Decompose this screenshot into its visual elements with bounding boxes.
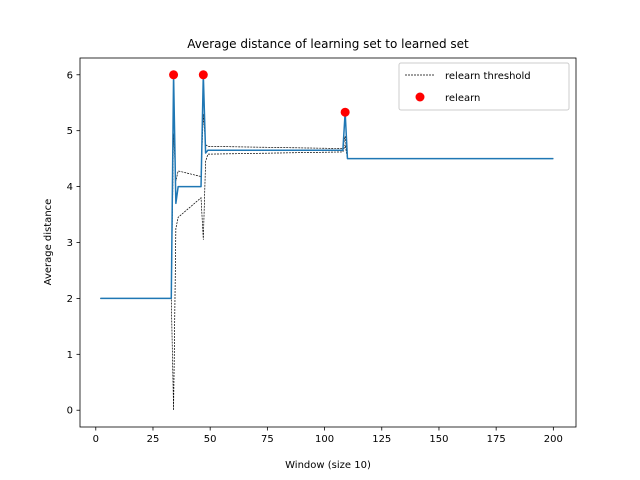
axis-ticks: 0 25 50 75 100 125 150 175 200 0 1 2 3 4 5 6 [67,70,563,445]
y-tick-label: 5 [67,126,73,137]
legend: relearn threshold relearn [398,62,570,111]
legend-relearn-swatch [415,92,425,102]
y-tick-label: 0 [67,406,73,417]
y-tick-label: 3 [67,238,73,249]
x-tick-label: 125 [372,434,391,445]
chart-title: Average distance of learning set to lear… [187,37,469,51]
plot-area [79,57,577,428]
x-tick-label: 0 [93,434,99,445]
x-axis-label: Window (size 10) [285,460,371,471]
y-tick-label: 4 [67,182,73,193]
x-tick-label: 100 [315,434,334,445]
x-tick-label: 200 [544,434,563,445]
legend-threshold-label: relearn threshold [445,71,531,82]
lower-threshold-line [100,144,554,411]
plot-frame [79,57,577,428]
x-tick-label: 50 [204,434,217,445]
legend-box [398,62,570,111]
x-tick-label: 25 [147,434,160,445]
y-tick-label: 1 [67,350,73,361]
relearn-point-2 [340,107,350,117]
y-tick-label: 2 [67,294,73,305]
relearn-point-1 [198,70,208,80]
x-tick-label: 75 [261,434,274,445]
x-tick-label: 150 [429,434,448,445]
y-tick-label: 6 [67,70,73,81]
y-axis-label: Average distance [43,199,54,286]
relearn-point-0 [169,70,179,80]
x-tick-label: 175 [487,434,506,445]
upper-threshold-line [100,113,554,299]
legend-relearn-label: relearn [445,93,480,104]
